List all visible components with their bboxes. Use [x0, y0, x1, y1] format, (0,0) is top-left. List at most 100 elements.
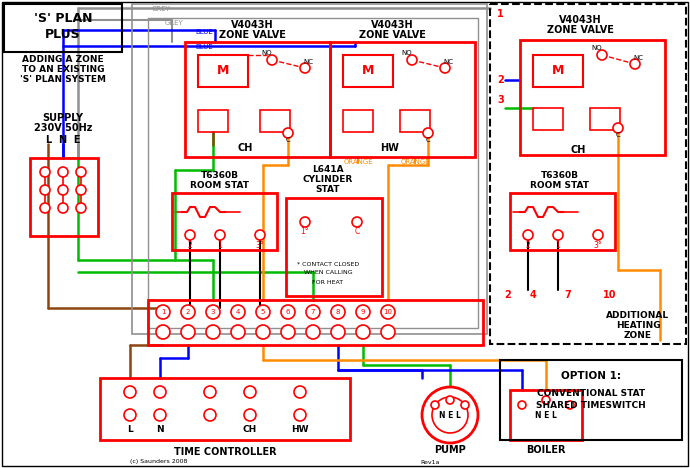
Text: C: C	[615, 132, 620, 138]
Text: M: M	[362, 65, 374, 78]
Text: C: C	[355, 227, 359, 236]
Circle shape	[156, 325, 170, 339]
Text: 2: 2	[188, 241, 193, 249]
Circle shape	[431, 401, 439, 409]
Text: T6360B: T6360B	[201, 170, 239, 180]
Circle shape	[300, 217, 310, 227]
Text: NO: NO	[402, 50, 413, 56]
Text: ADDING A ZONE: ADDING A ZONE	[22, 56, 104, 65]
Circle shape	[256, 325, 270, 339]
Bar	[198, 110, 228, 132]
Text: L  N  E: L N E	[46, 135, 80, 145]
Text: CH: CH	[571, 145, 586, 155]
Text: * CONTACT CLOSED: * CONTACT CLOSED	[297, 262, 359, 266]
Text: HEATING: HEATING	[615, 321, 660, 329]
Text: PUMP: PUMP	[434, 445, 466, 455]
Text: WHEN CALLING: WHEN CALLING	[304, 271, 353, 276]
Text: 4: 4	[236, 309, 240, 315]
Bar	[400, 110, 430, 132]
Text: ADDITIONAL: ADDITIONAL	[607, 310, 669, 320]
Text: N E L: N E L	[439, 410, 461, 419]
Bar	[510, 193, 615, 250]
Circle shape	[256, 305, 270, 319]
Circle shape	[331, 305, 345, 319]
Text: 10: 10	[603, 290, 617, 300]
Text: N E L: N E L	[535, 410, 557, 419]
Text: 6: 6	[286, 309, 290, 315]
Circle shape	[281, 325, 295, 339]
Circle shape	[407, 55, 417, 65]
Circle shape	[381, 305, 395, 319]
Circle shape	[356, 305, 370, 319]
Circle shape	[306, 325, 320, 339]
Text: M: M	[217, 65, 229, 78]
Bar	[172, 193, 277, 250]
Circle shape	[356, 325, 370, 339]
Text: NC: NC	[443, 59, 453, 65]
Bar	[490, 4, 686, 344]
Bar	[148, 18, 478, 328]
Text: ZONE: ZONE	[624, 330, 652, 339]
Text: 3: 3	[210, 309, 215, 315]
Bar	[343, 110, 373, 132]
Circle shape	[306, 305, 320, 319]
Text: HW: HW	[291, 425, 308, 434]
Text: 5: 5	[261, 309, 265, 315]
Text: ROOM STAT: ROOM STAT	[531, 181, 589, 190]
Circle shape	[206, 325, 220, 339]
Circle shape	[58, 203, 68, 213]
Circle shape	[231, 325, 245, 339]
Bar	[343, 55, 393, 87]
Text: 10: 10	[384, 309, 393, 315]
Bar	[590, 108, 620, 130]
Circle shape	[518, 401, 526, 409]
Circle shape	[267, 55, 277, 65]
Circle shape	[76, 203, 86, 213]
Bar	[148, 300, 483, 345]
Text: 2: 2	[526, 241, 531, 249]
Text: 7: 7	[564, 290, 571, 300]
Text: CYLINDER: CYLINDER	[303, 176, 353, 184]
Text: GREY: GREY	[165, 20, 184, 26]
Text: M: M	[552, 65, 564, 78]
Bar	[500, 360, 682, 440]
Bar	[533, 108, 563, 130]
Text: 1: 1	[497, 9, 504, 19]
Circle shape	[294, 386, 306, 398]
Circle shape	[124, 409, 136, 421]
Circle shape	[566, 401, 574, 409]
Text: 7: 7	[310, 309, 315, 315]
Text: Rev1a: Rev1a	[420, 460, 440, 465]
Text: 230V 50Hz: 230V 50Hz	[34, 123, 92, 133]
Text: 4: 4	[530, 290, 536, 300]
Circle shape	[613, 123, 623, 133]
Text: CONVENTIONAL STAT: CONVENTIONAL STAT	[537, 388, 645, 397]
Bar	[185, 42, 330, 157]
Text: 3: 3	[497, 95, 504, 105]
Text: ORANGE: ORANGE	[400, 159, 430, 165]
Circle shape	[40, 185, 50, 195]
Text: 2: 2	[186, 309, 190, 315]
Circle shape	[76, 185, 86, 195]
Text: N: N	[156, 425, 164, 434]
Text: NC: NC	[633, 55, 643, 61]
Text: C: C	[426, 137, 431, 143]
Text: ZONE VALVE: ZONE VALVE	[359, 30, 426, 40]
Text: V4043H: V4043H	[230, 20, 273, 30]
Circle shape	[423, 128, 433, 138]
Bar	[286, 198, 382, 296]
Circle shape	[422, 387, 478, 443]
Text: TO AN EXISTING: TO AN EXISTING	[22, 66, 104, 74]
Circle shape	[523, 230, 533, 240]
Circle shape	[630, 59, 640, 69]
Text: 2: 2	[504, 290, 511, 300]
Text: CH: CH	[243, 425, 257, 434]
Circle shape	[40, 203, 50, 213]
Circle shape	[185, 230, 195, 240]
Circle shape	[244, 409, 256, 421]
Text: NC: NC	[303, 59, 313, 65]
Text: 3°: 3°	[255, 241, 264, 249]
Text: NO: NO	[262, 50, 273, 56]
Text: FOR HEAT: FOR HEAT	[313, 279, 344, 285]
Bar	[510, 390, 582, 440]
